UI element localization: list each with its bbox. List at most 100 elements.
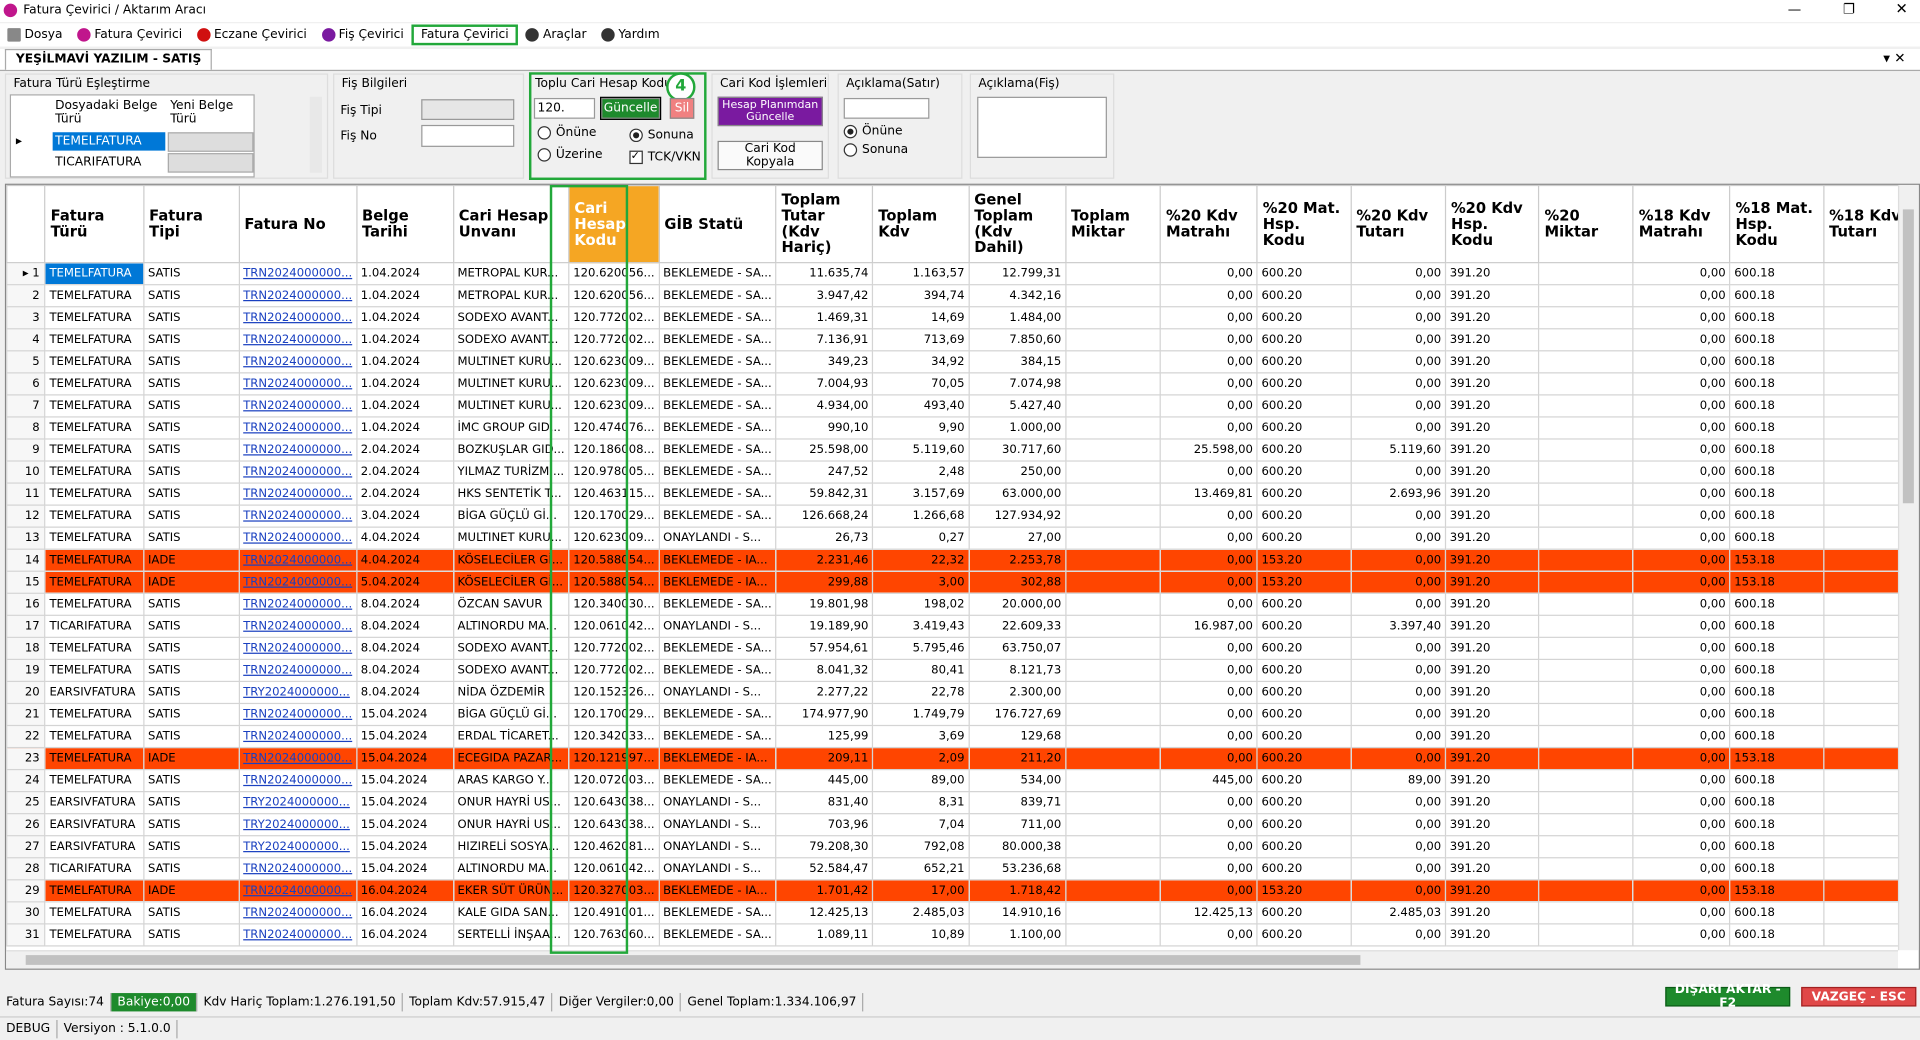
grid-cell[interactable]: TRN2024000000... — [238, 416, 358, 440]
grid-row[interactable]: 15 TEMELFATURA IADE TRN2024000000... 5.04.20… — [6, 570, 1919, 594]
minimize[interactable]: — — [1787, 1, 1802, 18]
radio-before[interactable]: Önüne — [843, 124, 903, 139]
grid-row[interactable]: 11 TEMELFATURA SATIS TRN2024000000... 2.04.2… — [6, 482, 1919, 506]
menu-item[interactable]: Fatura Çevirici — [411, 24, 519, 46]
grid-cell[interactable]: TRN2024000000... — [238, 262, 358, 286]
grid-cell[interactable]: TRN2024000000... — [238, 504, 358, 528]
grid-cell[interactable]: TRN2024000000... — [238, 614, 358, 638]
grid-row[interactable]: 20 EARSIVFATURA SATIS TRY2024000000... 8.04.… — [6, 680, 1919, 705]
grid-row[interactable]: 18 TEMELFATURA SATIS TRN2024000000... 8.04.2… — [6, 636, 1919, 661]
column-header[interactable]: Fatura No — [238, 184, 358, 264]
fis-aciklama-input[interactable] — [977, 96, 1107, 158]
grid-cell[interactable]: TRN2024000000... — [238, 284, 358, 308]
grid-row[interactable]: 5 TEMELFATURA SATIS TRN2024000000... 1.04.20… — [6, 350, 1919, 374]
grid-row[interactable]: 19 TEMELFATURA SATIS TRN2024000000... 8.04.2… — [6, 658, 1919, 683]
grid-cell[interactable]: TRN2024000000... — [238, 702, 358, 727]
fis-type-select[interactable] — [421, 99, 515, 121]
column-header[interactable]: %20 Kdv Hsp. Kodu — [1444, 184, 1540, 264]
column-header[interactable]: Genel Toplam (Kdv Dahil) — [968, 184, 1067, 264]
maximize[interactable]: ❐ — [1842, 1, 1855, 18]
radio-after[interactable]: Sonuna — [843, 143, 908, 157]
column-header[interactable]: Fatura Tipi — [143, 184, 240, 264]
menu-item[interactable]: Araçlar — [518, 24, 593, 45]
grid-cell[interactable]: TRN2024000000... — [238, 350, 358, 374]
grid-row[interactable]: ▸ 1 TEMELFATURA SATIS TRN2024000000... 1.04.… — [6, 262, 1919, 286]
grid-row[interactable]: 10 TEMELFATURA SATIS TRN2024000000... 2.04.2… — [6, 460, 1919, 484]
grid-row[interactable]: 25 EARSIVFATURA SATIS TRY2024000000... 15.04… — [6, 791, 1919, 815]
grid-row[interactable]: 12 TEMELFATURA SATIS TRN2024000000... 3.04.2… — [6, 504, 1919, 528]
column-header[interactable]: %20 Kdv Tutarı — [1350, 184, 1447, 264]
code-input[interactable]: 120. — [533, 97, 596, 119]
column-header[interactable]: Toplam Kdv — [872, 184, 970, 264]
tck-checkbox[interactable]: ✓ TCK/VKN — [629, 150, 701, 165]
fis-no-input[interactable] — [421, 124, 515, 147]
column-header[interactable]: %20 Miktar — [1538, 184, 1634, 264]
grid-cell[interactable]: TRN2024000000... — [238, 328, 358, 352]
grid-row[interactable]: 2 TEMELFATURA SATIS TRN2024000000... 1.04.20… — [6, 284, 1919, 308]
column-header[interactable]: GİB Statü — [658, 184, 777, 264]
column-header[interactable]: Belge Tarihi — [355, 184, 454, 264]
grid-row[interactable]: 26 EARSIVFATURA SATIS TRY2024000000... 15.04… — [6, 813, 1919, 837]
grid-cell[interactable]: TRN2024000000... — [238, 592, 358, 616]
menu-item[interactable]: Eczane Çevirici — [189, 24, 314, 45]
column-header[interactable]: %20 Kdv Matrahı — [1159, 184, 1258, 264]
grid-cell[interactable]: TRN2024000000... — [238, 768, 358, 793]
grid-cell[interactable]: TRN2024000000... — [238, 879, 358, 903]
grid-cell[interactable]: TRN2024000000... — [238, 372, 358, 396]
cancel-button[interactable]: VAZGEÇ - ESC — [1801, 986, 1917, 1007]
radio-after[interactable]: Sonuna — [629, 128, 694, 143]
grid-cell[interactable]: TRN2024000000... — [238, 548, 358, 572]
grid-cell[interactable]: TRN2024000000... — [238, 901, 358, 925]
grid-row[interactable]: 29 TEMELFATURA IADE TRN2024000000... 16.04.2… — [6, 879, 1919, 903]
column-header[interactable]: %18 Kdv Matrahı — [1632, 184, 1731, 264]
export-button[interactable]: DIŞARI AKTAR - F2 — [1665, 983, 1791, 1010]
column-header[interactable]: Fatura Türü — [44, 184, 145, 264]
grid-row[interactable]: 28 TICARIFATURA SATIS TRN2024000000... 15.04… — [6, 857, 1919, 881]
radio-before[interactable]: Önüne — [537, 126, 596, 140]
grid-cell[interactable]: TRN2024000000... — [238, 306, 358, 330]
grid-row[interactable]: 6 TEMELFATURA SATIS TRN2024000000... 1.04.20… — [6, 372, 1919, 396]
grid-row[interactable]: 16 TEMELFATURA SATIS TRN2024000000... 8.04.2… — [6, 592, 1919, 616]
column-header[interactable]: Cari Hesap Kodu — [568, 184, 660, 264]
v-scrollbar[interactable] — [1897, 184, 1919, 951]
tab-close[interactable]: ▾ ✕ — [1883, 50, 1906, 67]
grid-cell[interactable]: TRN2024000000... — [238, 460, 358, 484]
satir-input[interactable] — [843, 97, 930, 119]
grid-cell[interactable]: TRN2024000000... — [238, 658, 358, 683]
grid-row[interactable]: 4 TEMELFATURA SATIS TRN2024000000... 1.04.20… — [6, 328, 1919, 352]
column-header[interactable]: Cari Hesap Unvanı — [452, 184, 570, 264]
grid-cell[interactable]: TRN2024000000... — [238, 636, 358, 661]
update-button[interactable]: Güncelle — [600, 96, 662, 121]
menu-item[interactable]: Fatura Çevirici — [70, 24, 190, 45]
column-header[interactable]: %20 Mat. Hsp. Kodu — [1256, 184, 1352, 264]
grid-row[interactable]: 23 TEMELFATURA IADE TRN2024000000... 15.04.2… — [6, 746, 1919, 771]
grid-row[interactable]: 24 TEMELFATURA SATIS TRN2024000000... 15.04.… — [6, 768, 1919, 793]
plan-button[interactable]: Hesap Planımdan Güncelle — [717, 96, 823, 127]
mapping-select[interactable] — [167, 132, 254, 152]
grid-cell[interactable]: TRN2024000000... — [238, 482, 358, 506]
grid-row[interactable]: 3 TEMELFATURA SATIS TRN2024000000... 1.04.20… — [6, 306, 1919, 330]
h-scrollbar[interactable] — [6, 950, 1898, 969]
column-header[interactable]: Toplam Tutar (Kdv Hariç) — [775, 184, 874, 264]
grid-cell[interactable]: TRY2024000000... — [238, 791, 358, 815]
tab[interactable]: YEŞİLMAVİ YAZILIM - SATIŞ — [4, 48, 213, 70]
grid-cell[interactable]: TRN2024000000... — [238, 526, 358, 550]
grid-row[interactable]: 22 TEMELFATURA SATIS TRN2024000000... 15.04.… — [6, 724, 1919, 749]
grid-cell[interactable]: TRN2024000000... — [238, 570, 358, 594]
grid-row[interactable]: 7 TEMELFATURA SATIS TRN2024000000... 1.04.20… — [6, 394, 1919, 418]
column-header[interactable]: %18 Mat. Hsp. Kodu — [1729, 184, 1825, 264]
grid-cell[interactable]: TRN2024000000... — [238, 746, 358, 771]
grid-cell[interactable]: TRY2024000000... — [238, 835, 358, 859]
grid-row[interactable]: 8 TEMELFATURA SATIS TRN2024000000... 1.04.20… — [6, 416, 1919, 440]
mapping-row[interactable]: TICARIFATURA — [55, 155, 142, 169]
grid-row[interactable]: 17 TICARIFATURA SATIS TRN2024000000... 8.04.… — [6, 614, 1919, 638]
menu-item[interactable]: Yardım — [594, 24, 667, 45]
grid-cell[interactable]: TRN2024000000... — [238, 394, 358, 418]
grid-row[interactable]: 14 TEMELFATURA IADE TRN2024000000... 4.04.20… — [6, 548, 1919, 572]
grid-row[interactable]: 9 TEMELFATURA SATIS TRN2024000000... 2.04.20… — [6, 438, 1919, 462]
copy-button[interactable]: Cari Kod Kopyala — [717, 140, 823, 171]
close[interactable]: ✕ — [1895, 0, 1908, 18]
grid-cell[interactable]: TRN2024000000... — [238, 923, 358, 947]
radio-over[interactable]: Üzerine — [537, 148, 603, 162]
grid-cell[interactable]: TRN2024000000... — [238, 857, 358, 881]
